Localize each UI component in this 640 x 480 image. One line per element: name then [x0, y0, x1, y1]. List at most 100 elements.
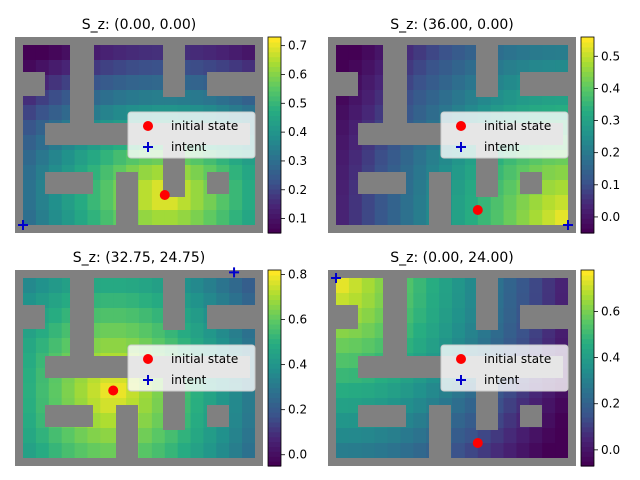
colorbar-segment	[581, 274, 594, 281]
colorbar-segment	[268, 407, 281, 413]
heatmap-cell	[387, 383, 402, 399]
heatmap-cell	[413, 195, 427, 211]
maze-wall	[358, 172, 406, 194]
heatmap-cell	[164, 443, 179, 459]
heatmap-cell	[23, 443, 37, 459]
colorbar-segment	[268, 289, 281, 296]
heatmap-cell	[190, 195, 205, 211]
heatmap-cell	[229, 210, 243, 226]
heatmap-cell	[439, 60, 453, 76]
colorbar-segment	[581, 363, 594, 369]
colorbar-segment	[268, 188, 281, 195]
heatmap-cell	[35, 105, 50, 121]
colorbar-frame	[267, 36, 282, 234]
heatmap-cell	[426, 105, 440, 121]
colorbar-segment	[268, 169, 281, 175]
heatmap-cell	[387, 428, 402, 444]
colorbar-segment	[268, 309, 281, 315]
heatmap-cell	[503, 75, 518, 91]
heatmap-cell	[139, 428, 153, 444]
heatmap-cell	[400, 443, 414, 459]
maze-wall	[429, 172, 451, 233]
heatmap-cell	[242, 293, 256, 309]
heatmap-cell	[48, 45, 63, 61]
colorbar-segment	[581, 387, 594, 394]
heatmap-cell	[464, 60, 479, 76]
heatmap-cell	[336, 428, 350, 444]
heatmap-cell	[229, 60, 243, 76]
heatmap-cell	[452, 398, 466, 414]
maze-wall	[70, 45, 94, 125]
heatmap-cell	[516, 210, 530, 226]
heatmap-cell	[23, 428, 37, 444]
maze-wall	[383, 45, 407, 125]
colorbar-segment	[581, 353, 594, 359]
heatmap-cell	[100, 150, 114, 166]
colorbar-segment	[268, 184, 281, 190]
colorbar-segment	[268, 421, 281, 428]
maze-wall	[23, 305, 45, 329]
heatmap-cell	[542, 278, 556, 294]
colorbar-segment	[581, 135, 594, 141]
colorbar-tick-label: 0.2	[601, 146, 620, 160]
colorbar-tick-label: 0.4	[288, 358, 307, 372]
colorbar-segment	[581, 51, 594, 58]
heatmap-cell	[400, 195, 414, 211]
maze-wall	[207, 172, 229, 194]
heatmap-cell	[439, 45, 453, 61]
maze-wall	[163, 45, 185, 97]
heatmap-cell	[35, 293, 50, 309]
maze-wall	[328, 270, 336, 466]
colorbar-tick-label: 0.5	[601, 49, 620, 63]
heatmap-cell	[464, 293, 479, 309]
heatmap-cell	[426, 150, 440, 166]
heatmap-cell	[151, 323, 166, 339]
colorbar-frame	[580, 269, 595, 467]
heatmap-cell	[555, 60, 569, 76]
colorbar-segment	[581, 120, 594, 126]
heatmap-cell	[203, 195, 217, 211]
heatmap-cell	[48, 293, 63, 309]
heatmap-cell	[190, 308, 205, 324]
heatmap-cell	[23, 293, 37, 309]
colorbar-segment	[581, 95, 594, 102]
colorbar-segment	[268, 387, 281, 394]
colorbar: 0.1 0.2 0.3 0.4 0.5 0.6 0.7	[267, 36, 307, 234]
colorbar-tick-label: 0.1	[288, 212, 307, 226]
colorbar-segment	[268, 95, 281, 102]
colorbar-segment	[581, 441, 594, 447]
colorbar-segment	[581, 193, 594, 200]
maze-wall	[328, 37, 576, 45]
colorbar-segment	[268, 304, 281, 310]
maze-wall	[15, 37, 23, 233]
maze-wall	[15, 270, 263, 278]
subplot-1: S_z: (0.00, 0.00)initial stateintent0.10…	[15, 17, 307, 234]
colorbar-tick-label: 0.7	[288, 39, 307, 53]
heatmap-cell	[203, 428, 217, 444]
heatmap-cell	[542, 398, 556, 414]
heatmap-cell	[426, 45, 440, 61]
colorbar: 0.0 0.2 0.4 0.6 0.8	[267, 268, 307, 467]
legend-initial-swatch	[143, 354, 153, 364]
colorbar-segment	[268, 90, 281, 97]
maze-wall	[207, 405, 229, 427]
heatmap-cell	[242, 443, 256, 459]
maze-wall	[207, 305, 255, 329]
heatmap-cell	[336, 105, 350, 121]
heatmap-cell	[229, 278, 243, 294]
colorbar-segment	[268, 323, 281, 330]
heatmap-cell	[348, 150, 363, 166]
heatmap-cell	[361, 75, 376, 91]
heatmap-cell	[348, 105, 363, 121]
heatmap-cell	[48, 90, 63, 106]
heatmap-cell	[100, 210, 114, 226]
heatmap-cell	[139, 278, 153, 294]
heatmap-cell	[35, 443, 50, 459]
legend-initial-swatch	[456, 354, 466, 364]
heatmap-cell	[555, 428, 569, 444]
colorbar-segment	[268, 446, 281, 452]
heatmap-cell	[503, 278, 518, 294]
maze-wall	[163, 278, 185, 330]
colorbar-segment	[581, 198, 594, 205]
heatmap-cell	[100, 428, 114, 444]
